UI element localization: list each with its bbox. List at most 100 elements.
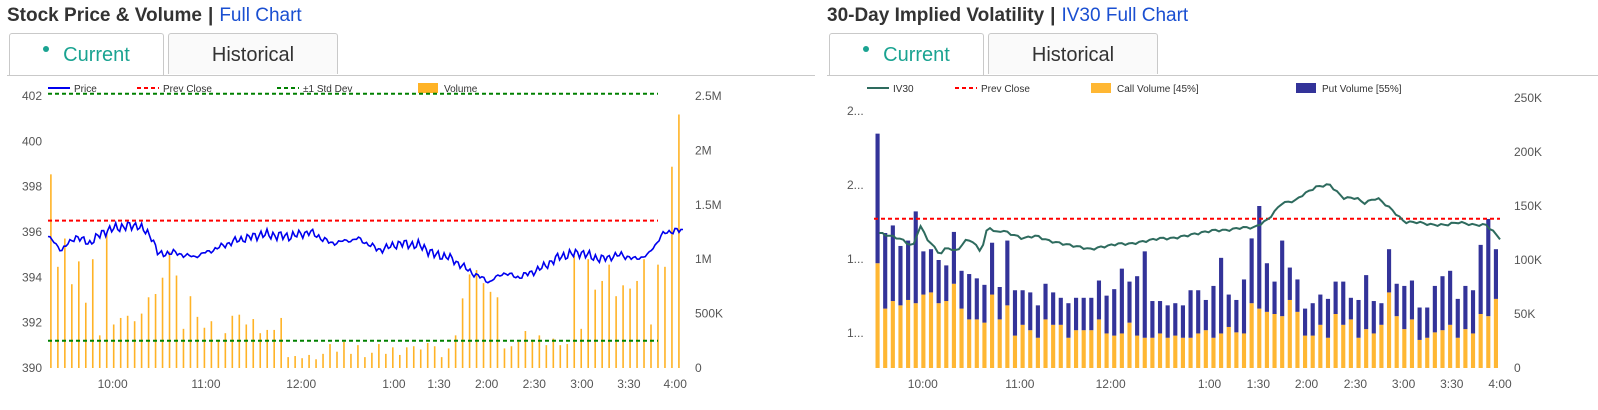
call-volume-bar	[1226, 326, 1231, 368]
y2-tick-label: 0	[1514, 361, 1521, 375]
tab-current[interactable]: Current	[9, 33, 164, 75]
y-tick-label: 392	[22, 316, 42, 330]
call-volume-bar	[1234, 332, 1239, 368]
y2-tick-label: 50K	[1514, 307, 1535, 321]
y-tick-label: 1...	[847, 252, 864, 266]
volume-bar	[622, 285, 624, 368]
call-volume-bar	[1173, 335, 1178, 368]
stock-chart-title: Stock Price & Volume	[7, 5, 202, 26]
y2-tick-label: 0	[695, 361, 702, 375]
legend-label: Prev Close	[163, 84, 212, 95]
call-volume-bar	[1425, 337, 1430, 368]
tab-historical[interactable]: Historical	[168, 33, 338, 74]
put-volume-bar	[1272, 281, 1277, 314]
volume-bar	[64, 238, 66, 368]
volume-bar	[587, 259, 590, 368]
x-tick-label: 3:00	[570, 377, 594, 391]
put-volume-bar	[1127, 281, 1132, 323]
volume-bar	[657, 264, 659, 368]
put-volume-bar	[1104, 295, 1109, 334]
call-volume-bar	[1325, 337, 1331, 368]
call-volume-bar	[959, 308, 964, 368]
put-volume-bar	[1264, 263, 1269, 312]
volume-bar	[322, 353, 324, 368]
legend-label: ±1 Std Dev	[303, 84, 352, 95]
call-volume-bar	[1272, 314, 1277, 368]
put-volume-bar	[1493, 249, 1498, 299]
volume-bar	[461, 298, 464, 368]
x-tick-label: 2:00	[475, 377, 499, 391]
call-volume-bar	[1089, 330, 1094, 368]
volume-bar	[57, 266, 59, 368]
x-tick-label: 11:00	[1005, 377, 1034, 391]
put-volume-bar	[1188, 290, 1193, 338]
call-volume-bar	[1440, 330, 1445, 368]
put-volume-bar	[1196, 290, 1201, 334]
put-volume-bar	[1081, 297, 1086, 331]
y-tick-label: 396	[22, 225, 42, 239]
volume-bar	[454, 335, 457, 368]
x-tick-label: 1:00	[382, 377, 406, 391]
full-chart-link[interactable]: Full Chart	[219, 5, 302, 26]
put-volume-bar	[1432, 285, 1437, 333]
put-volume-bar	[1028, 292, 1033, 331]
put-volume-bar	[1310, 303, 1315, 336]
volume-bar	[538, 335, 541, 368]
call-volume-bar	[1188, 337, 1193, 368]
put-volume-bar	[1295, 279, 1300, 312]
call-volume-bar	[1341, 324, 1346, 368]
volume-bar	[636, 280, 638, 368]
volume-bar	[496, 297, 499, 368]
call-volume-bar	[1135, 335, 1140, 368]
call-volume-bar	[1402, 329, 1407, 368]
title-separator: |	[1050, 5, 1056, 26]
volume-bar	[336, 351, 338, 368]
volume-bar	[350, 353, 352, 368]
call-volume-bar	[1364, 329, 1369, 368]
put-volume-bar	[1051, 292, 1056, 325]
put-volume-bar	[1226, 294, 1231, 327]
x-tick-label: 10:00	[908, 377, 938, 391]
tab-historical[interactable]: Historical	[988, 33, 1158, 74]
volume-bar	[105, 234, 108, 368]
call-volume-bar	[951, 283, 956, 368]
stock-chart-tabs: Current Historical	[7, 33, 815, 76]
volume-bar	[196, 316, 199, 368]
iv-chart-tabs: Current Historical	[827, 33, 1598, 76]
volume-bar	[301, 358, 303, 368]
put-volume-bar	[1318, 294, 1323, 325]
y2-tick-label: 100K	[1514, 253, 1542, 267]
legend-swatch	[1296, 83, 1316, 93]
call-volume-bar	[1386, 292, 1392, 368]
put-volume-bar	[1043, 283, 1048, 320]
volume-bar	[203, 327, 206, 368]
iv30-full-chart-link[interactable]: IV30 Full Chart	[1061, 5, 1189, 26]
active-dot-icon	[43, 45, 50, 52]
call-volume-bar	[1073, 330, 1079, 368]
y2-tick-label: 1M	[695, 252, 712, 266]
volume-bar	[545, 345, 548, 368]
put-volume-bar	[1402, 285, 1407, 330]
volume-bar	[629, 288, 631, 368]
put-volume-bar	[1425, 307, 1430, 338]
put-volume-bar	[1386, 249, 1392, 293]
call-volume-bar	[1249, 303, 1254, 368]
y2-tick-label: 150K	[1514, 199, 1542, 213]
y-tick-label: 1...	[847, 326, 864, 340]
x-tick-label: 3:30	[1440, 377, 1464, 391]
put-volume-bar	[898, 245, 903, 306]
volume-bar	[405, 347, 408, 368]
call-volume-bar	[1432, 332, 1437, 368]
call-volume-bar	[1081, 330, 1086, 368]
volume-bar	[112, 324, 115, 368]
stock-price-volume-panel: Stock Price & Volume | Full Chart Current …	[7, 5, 815, 391]
stock-price-volume-chart: Price Prev Close ±1 Std Dev Volume 390 392 394…	[22, 83, 723, 391]
call-volume-bar	[1012, 335, 1018, 368]
tab-current[interactable]: Current	[829, 33, 984, 75]
call-volume-bar	[1264, 311, 1269, 368]
volume-bar	[91, 259, 94, 368]
volume-bar	[531, 339, 534, 368]
tab-current-label: Current	[883, 44, 950, 66]
call-volume-bar	[1043, 319, 1048, 368]
volume-bar	[50, 174, 52, 368]
